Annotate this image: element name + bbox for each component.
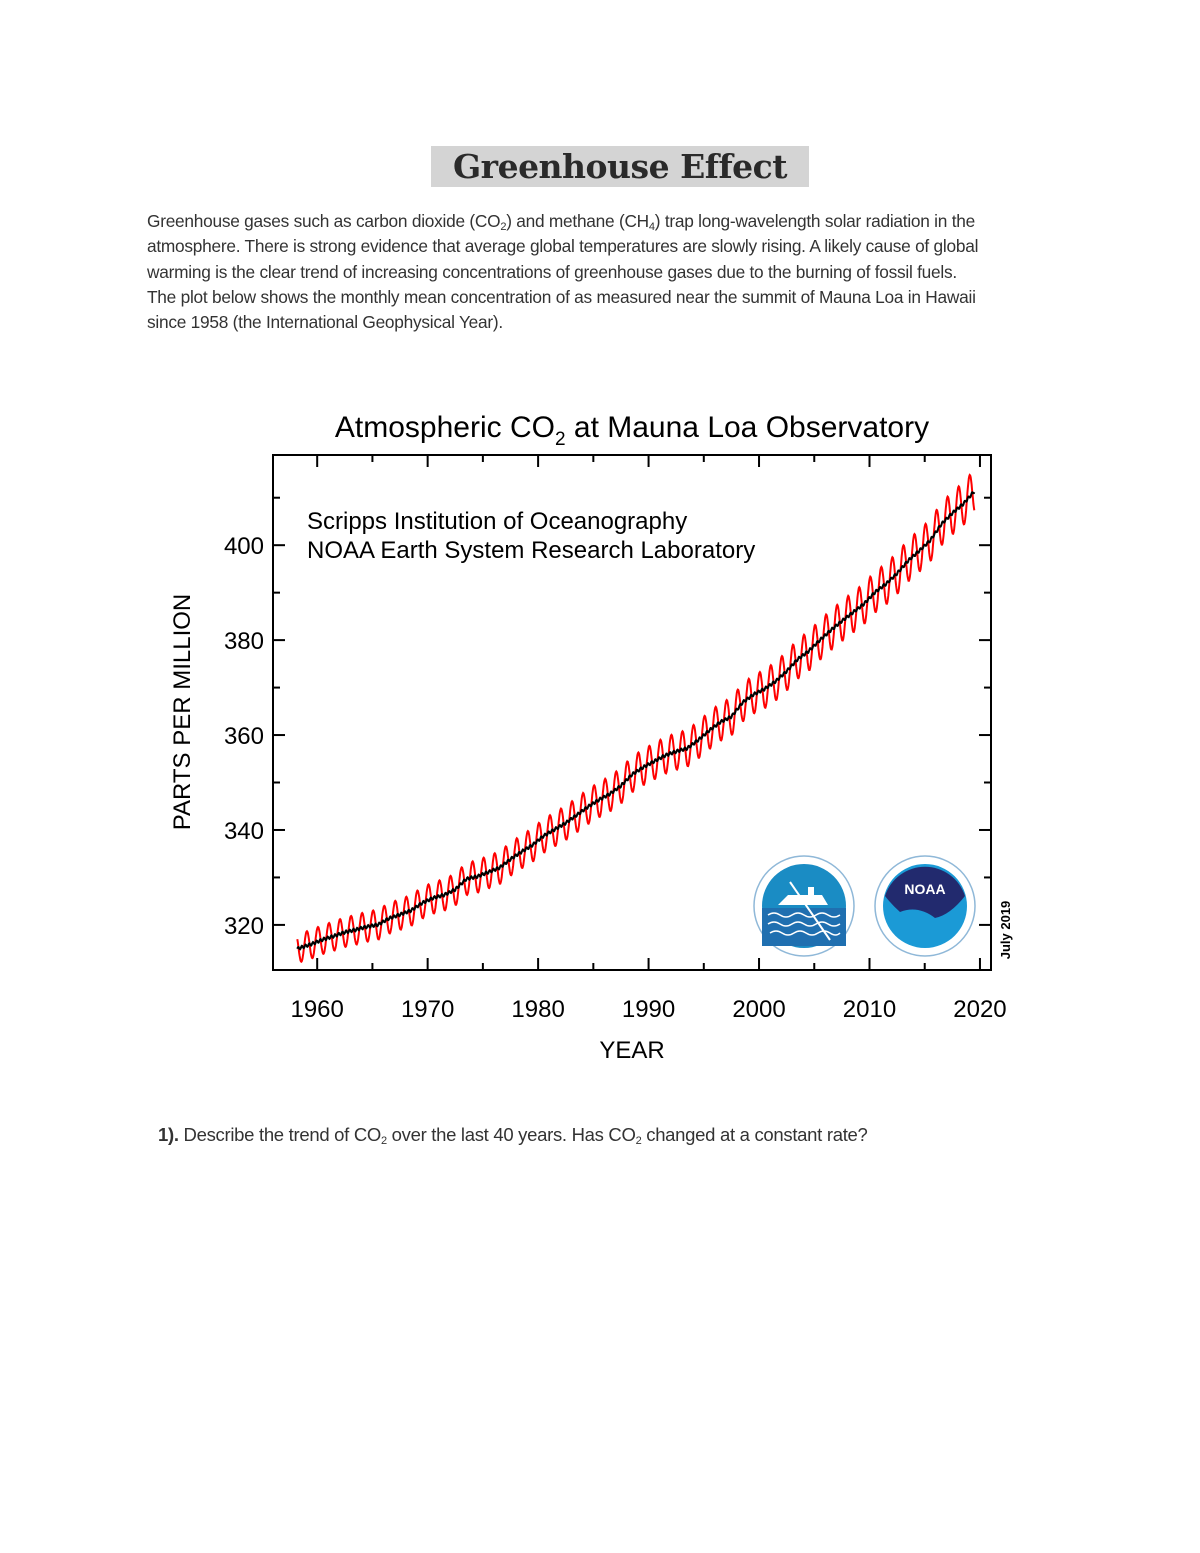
axis-ticks: 1960 1970 1980 1990 2000 2010 2020 320 340 360 380… bbox=[224, 455, 1007, 1023]
chart-title: Atmospheric CO2 at Mauna Loa Observatory bbox=[335, 411, 929, 450]
plot-frame bbox=[272, 454, 992, 971]
x-tick-label: 1990 bbox=[622, 996, 675, 1023]
trend-co2-line bbox=[296, 491, 976, 951]
date-label: July 2019 bbox=[998, 901, 1013, 960]
y-tick-label: 320 bbox=[224, 913, 264, 940]
document-title: Greenhouse Effect bbox=[431, 146, 809, 187]
x-tick-label: 2000 bbox=[732, 996, 785, 1023]
scripps-logo bbox=[753, 855, 855, 957]
x-tick-label: 2010 bbox=[843, 996, 896, 1023]
x-tick-label: 1970 bbox=[401, 996, 454, 1023]
annotation-scripps: Scripps Institution of Oceanography bbox=[307, 508, 687, 535]
y-tick-label: 340 bbox=[224, 818, 264, 845]
x-tick-label: 1960 bbox=[290, 996, 343, 1023]
y-tick-label: 400 bbox=[224, 533, 264, 560]
x-tick-label: 1980 bbox=[511, 996, 564, 1023]
co2-chart: Atmospheric CO2 at Mauna Loa Observatory… bbox=[169, 411, 1013, 1064]
y-tick-label: 380 bbox=[224, 628, 264, 655]
monthly-co2-line bbox=[296, 473, 976, 964]
x-tick-label: 2020 bbox=[953, 996, 1006, 1023]
intro-paragraph: Greenhouse gases such as carbon dioxide … bbox=[147, 211, 979, 333]
x-axis-label: YEAR bbox=[599, 1037, 664, 1064]
noaa-logo: NOAA bbox=[874, 855, 976, 957]
y-axis-label: PARTS PER MILLION bbox=[169, 594, 196, 831]
svg-text:NOAA: NOAA bbox=[904, 881, 945, 897]
y-tick-label: 360 bbox=[224, 723, 264, 750]
annotation-noaa: NOAA Earth System Research Laboratory bbox=[307, 537, 755, 564]
question-1: 1). Describe the trend of CO2 over the l… bbox=[158, 1124, 868, 1147]
